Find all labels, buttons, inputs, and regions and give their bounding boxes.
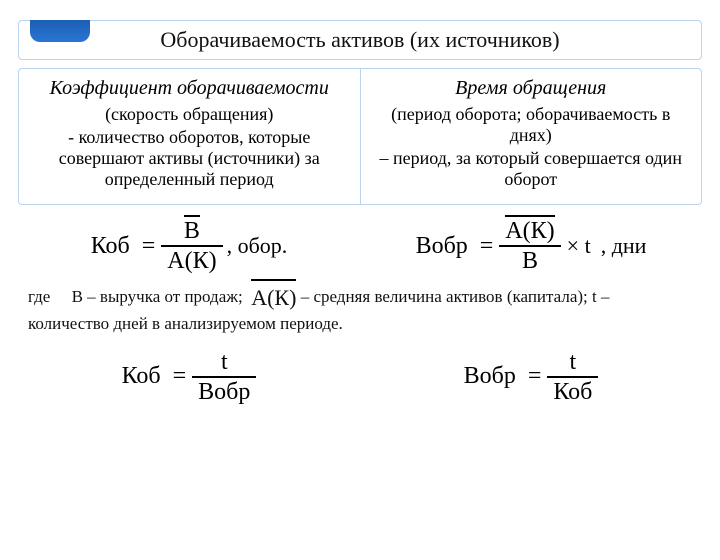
vobr2-den: Коб: [547, 380, 598, 404]
vobr2-num: t: [564, 350, 583, 374]
formula-vobr-main: Вобр = А(К) В × t , дни: [360, 219, 702, 273]
header-accent: [30, 20, 90, 42]
formula-vobr-alt: Вобр = t Коб: [360, 350, 702, 404]
legend-text: где В – выручка от продаж; А(К) – средня…: [28, 283, 692, 336]
right-sub: (период оборота; оборачиваемость в днях): [373, 104, 690, 146]
formula-row-2: Коб = t Вобр Вобр = t Коб: [18, 350, 702, 404]
equals-sign: =: [480, 233, 494, 260]
vobr2-lhs: Вобр: [464, 363, 516, 390]
kob-den: А(К): [167, 249, 216, 273]
page-title: Оборачиваемость активов (их источников): [18, 20, 702, 60]
vobr-num: А(К): [505, 219, 554, 243]
right-column: Время обращения (период оборота; оборачи…: [361, 69, 702, 204]
kob2-den: Вобр: [192, 380, 256, 404]
equals-sign: =: [528, 363, 542, 390]
kob-lhs: Коб: [91, 233, 130, 260]
kob-num: В: [184, 219, 200, 243]
vobr-lhs: Вобр: [416, 233, 468, 260]
left-sub: (скорость обращения): [31, 104, 348, 125]
formula-kob-alt: Коб = t Вобр: [18, 350, 360, 404]
equals-sign: =: [142, 233, 156, 260]
vobr-tail: , дни: [601, 233, 647, 259]
kob-tail: , обор.: [227, 233, 288, 259]
legend-where: где: [28, 287, 50, 306]
left-desc: - количество оборотов, которые совершают…: [31, 127, 348, 190]
left-column: Коэффициент оборачиваемости (скорость об…: [19, 69, 361, 204]
legend-ak: А(К): [251, 283, 296, 313]
formula-kob-main: Коб = В А(К) , обор.: [18, 219, 360, 273]
legend-b: В – выручка от продаж;: [72, 287, 243, 306]
right-desc: – период, за который совершается один об…: [373, 148, 690, 190]
left-heading: Коэффициент оборачиваемости: [31, 77, 348, 100]
two-column-table: Коэффициент оборачиваемости (скорость об…: [18, 68, 702, 205]
kob2-num: t: [215, 350, 234, 374]
right-heading: Время обращения: [373, 77, 690, 100]
kob2-lhs: Коб: [122, 363, 161, 390]
vobr-den: В: [516, 249, 544, 273]
formula-row-1: Коб = В А(К) , обор. Вобр = А(К) В × t ,…: [18, 219, 702, 273]
equals-sign: =: [173, 363, 187, 390]
vobr-times: × t: [567, 233, 591, 259]
